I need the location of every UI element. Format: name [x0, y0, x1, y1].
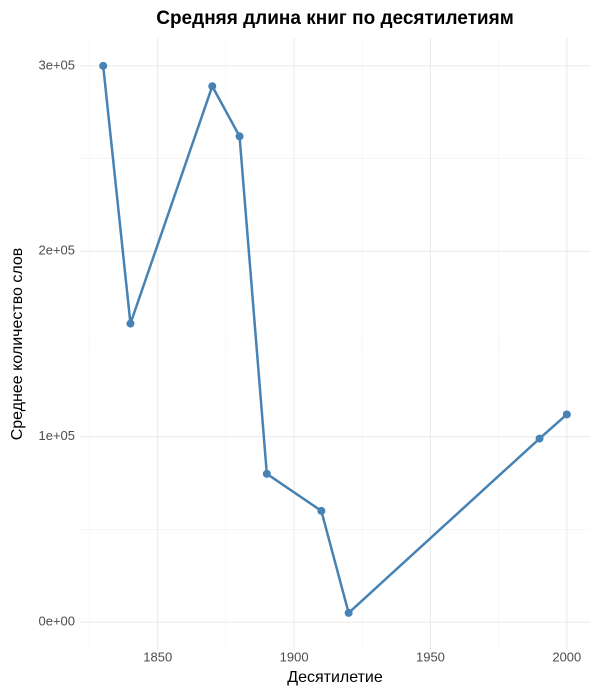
point: [535, 434, 544, 443]
x-tick-label: 1950: [416, 649, 445, 664]
chart-title: Средняя длина книг по десятилетиям: [156, 8, 514, 29]
x-tick-label: 1850: [143, 649, 172, 664]
point: [344, 608, 353, 617]
point: [317, 506, 326, 515]
y-axis-title: Среднее количество слов: [9, 248, 26, 441]
y-tick-label: 2e+05: [38, 243, 75, 258]
point: [99, 61, 108, 70]
x-axis-title: Десятилетие: [287, 669, 383, 686]
y-tick-label: 1e+05: [38, 428, 75, 443]
x-tick-label: 2000: [552, 649, 581, 664]
point: [208, 82, 217, 91]
line: [101, 65, 568, 615]
point: [235, 132, 244, 141]
x-tick-label: 1900: [280, 649, 309, 664]
point: [262, 469, 271, 478]
y-tick-label: 3e+05: [38, 57, 75, 72]
y-tick-label: 0e+00: [38, 614, 75, 629]
point: [126, 319, 135, 328]
point: [562, 410, 571, 419]
